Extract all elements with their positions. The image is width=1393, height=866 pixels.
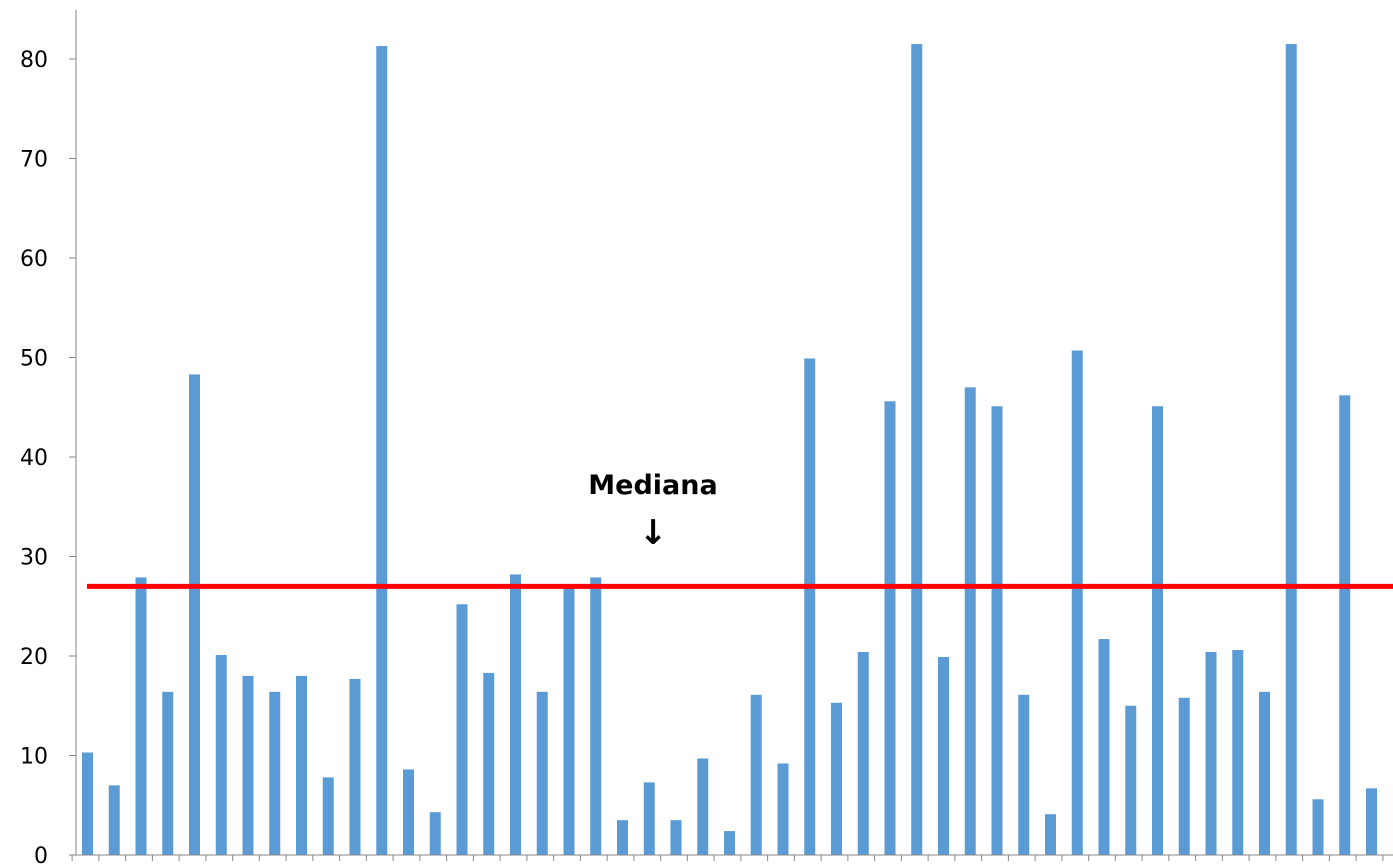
bar	[1071, 350, 1083, 855]
bar	[1259, 691, 1270, 855]
bar	[831, 702, 842, 855]
bars	[82, 44, 1377, 855]
bar	[510, 574, 521, 855]
bar	[1152, 406, 1163, 855]
bar	[242, 675, 254, 855]
bar	[162, 691, 174, 855]
bar	[1178, 697, 1190, 855]
y-tick-label: 0	[34, 844, 48, 866]
bar	[536, 691, 548, 855]
y-tick-label: 40	[20, 446, 48, 471]
y-tick-label: 20	[20, 645, 48, 670]
bar	[563, 586, 575, 855]
median-arrow-icon: ↓	[639, 513, 668, 553]
bar	[1205, 652, 1217, 855]
bar	[1018, 694, 1030, 855]
bar	[483, 672, 495, 855]
bar	[964, 387, 976, 855]
bar	[724, 831, 735, 855]
bar	[296, 675, 307, 855]
bar	[697, 758, 709, 855]
bar	[670, 820, 682, 855]
y-tick-label: 70	[20, 148, 48, 173]
bar	[1232, 650, 1244, 855]
bar	[429, 812, 441, 855]
bar	[991, 406, 1003, 855]
bar	[1366, 788, 1377, 855]
bar	[376, 46, 388, 855]
bar	[1045, 814, 1056, 855]
median-label: Mediana	[588, 470, 717, 501]
axes-lines	[71, 10, 1393, 861]
bar	[322, 777, 334, 855]
bar	[643, 782, 655, 855]
median-annotation: Mediana ↓	[588, 470, 717, 553]
bar	[884, 401, 896, 855]
bar	[1339, 395, 1351, 855]
y-tick-label: 30	[20, 546, 48, 571]
bar	[269, 691, 281, 855]
y-tick-label: 80	[20, 48, 48, 73]
y-tick-label: 50	[20, 347, 48, 372]
bar	[1312, 799, 1324, 855]
bar	[215, 655, 227, 855]
bar	[911, 44, 923, 855]
bar	[590, 577, 602, 855]
bar	[804, 358, 816, 855]
bar	[349, 678, 361, 855]
y-tick-label: 10	[20, 745, 48, 770]
bar	[189, 374, 200, 855]
bar	[456, 604, 468, 855]
bar	[857, 652, 869, 855]
bar	[403, 769, 414, 855]
bar	[750, 694, 762, 855]
bar	[1285, 44, 1297, 855]
bar	[617, 820, 628, 855]
bar	[1125, 705, 1137, 855]
bar	[777, 763, 789, 855]
bar	[108, 785, 120, 855]
y-tick-label: 60	[20, 247, 48, 272]
bar	[1098, 639, 1110, 855]
y-axis: 0 10 20 30 40 50 60 70 80	[20, 48, 76, 866]
bar	[135, 577, 147, 855]
bar	[938, 656, 949, 855]
bar	[82, 752, 93, 855]
